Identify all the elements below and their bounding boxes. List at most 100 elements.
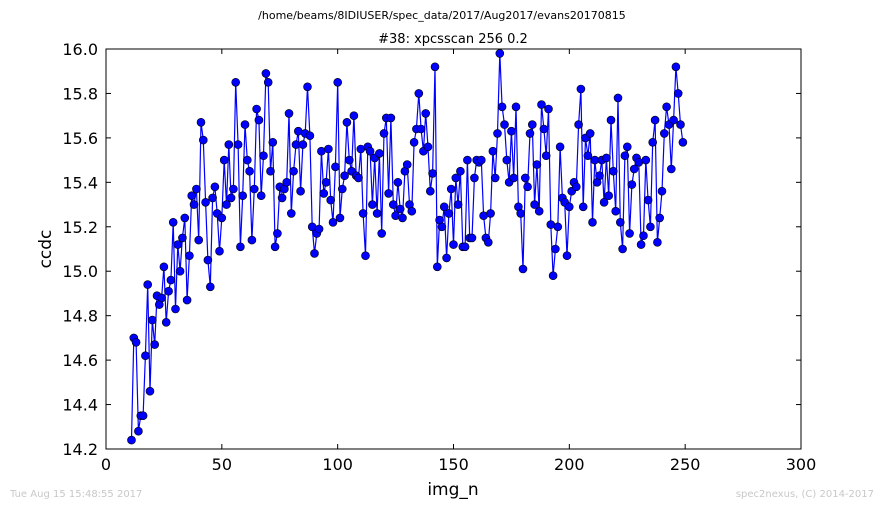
data-point (379, 129, 389, 138)
data-point (238, 191, 247, 200)
data-point (196, 118, 206, 127)
data-point (470, 173, 479, 183)
data-point (333, 78, 343, 87)
x-tick-label: 50 (212, 455, 232, 474)
data-point (673, 89, 683, 98)
data-point (460, 242, 470, 252)
y-tick-label: 14.6 (62, 351, 98, 370)
data-point (358, 209, 368, 218)
data-point (145, 386, 155, 396)
data-point (444, 209, 454, 218)
data-point (502, 155, 512, 165)
data-point (595, 171, 604, 180)
data-point (516, 209, 526, 218)
data-point (250, 184, 259, 194)
data-point (476, 155, 486, 165)
data-point (669, 115, 678, 125)
data-point (490, 173, 500, 183)
data-point (599, 198, 609, 207)
data-point (442, 253, 451, 263)
data-point (555, 142, 565, 152)
data-point (263, 78, 273, 87)
footer-credit: spec2nexus, (C) 2014-2017 (736, 489, 874, 500)
data-point (421, 109, 431, 118)
data-point (331, 162, 340, 172)
data-point (525, 129, 535, 138)
data-point (588, 218, 597, 227)
y-tick-label: 15.6 (62, 129, 98, 148)
data-point (217, 213, 227, 223)
data-point (500, 120, 509, 129)
data-point (423, 142, 433, 152)
data-point (451, 173, 461, 183)
data-point (143, 280, 152, 289)
data-point (402, 160, 412, 169)
data-point (618, 244, 627, 254)
x-tick-label: 0 (101, 455, 111, 474)
data-point (430, 62, 440, 72)
data-point (277, 193, 287, 203)
data-point (386, 113, 396, 123)
data-point (532, 160, 542, 169)
y-tick-label: 16.0 (62, 40, 98, 59)
y-axis-label: ccdc (36, 230, 56, 269)
data-point (319, 189, 329, 198)
data-point (185, 251, 194, 260)
data-point (243, 155, 252, 165)
data-point (247, 235, 257, 245)
y-tick-label: 15.2 (62, 218, 98, 237)
data-point (509, 173, 519, 183)
data-point (615, 218, 625, 227)
y-tick-label: 14.2 (62, 440, 98, 459)
y-tick-label: 15.0 (62, 262, 98, 281)
data-point (520, 173, 530, 183)
data-point (229, 184, 238, 194)
data-point (395, 204, 405, 214)
data-point (284, 109, 294, 118)
data-point (335, 213, 345, 223)
data-point (354, 173, 363, 183)
data-point (222, 200, 231, 209)
data-point (328, 218, 338, 227)
data-point (361, 251, 370, 260)
file-path: /home/beams/8IDIUSER/spec_data/2017/Aug2… (258, 9, 626, 22)
data-point (342, 118, 352, 127)
data-point (289, 166, 298, 176)
data-point (187, 191, 196, 200)
data-point (646, 222, 655, 232)
data-point (215, 246, 224, 256)
data-point (625, 229, 634, 238)
data-point (456, 166, 465, 176)
data-point (141, 351, 150, 361)
data-point (372, 209, 382, 218)
x-tick-label: 200 (554, 455, 585, 474)
data-point (622, 142, 632, 152)
series-points (127, 49, 688, 445)
data-point (296, 186, 305, 196)
data-point (189, 200, 199, 209)
data-point (432, 262, 442, 272)
data-point (337, 184, 347, 194)
data-point (409, 138, 419, 147)
data-point (210, 182, 220, 192)
data-point (578, 202, 588, 212)
data-point (636, 240, 646, 249)
data-point (537, 100, 546, 109)
data-point (676, 120, 685, 129)
data-point (159, 262, 169, 272)
data-point (224, 140, 234, 149)
data-point (199, 135, 208, 145)
data-point (127, 435, 136, 445)
data-point (620, 151, 630, 160)
data-point (233, 140, 243, 149)
data-point (483, 238, 493, 247)
data-point (562, 251, 572, 260)
data-point (324, 144, 333, 154)
data-point (192, 184, 201, 194)
data-point (131, 337, 141, 347)
data-point (231, 78, 240, 87)
data-point (254, 115, 264, 125)
data-point (659, 129, 669, 138)
data-point (326, 195, 336, 205)
